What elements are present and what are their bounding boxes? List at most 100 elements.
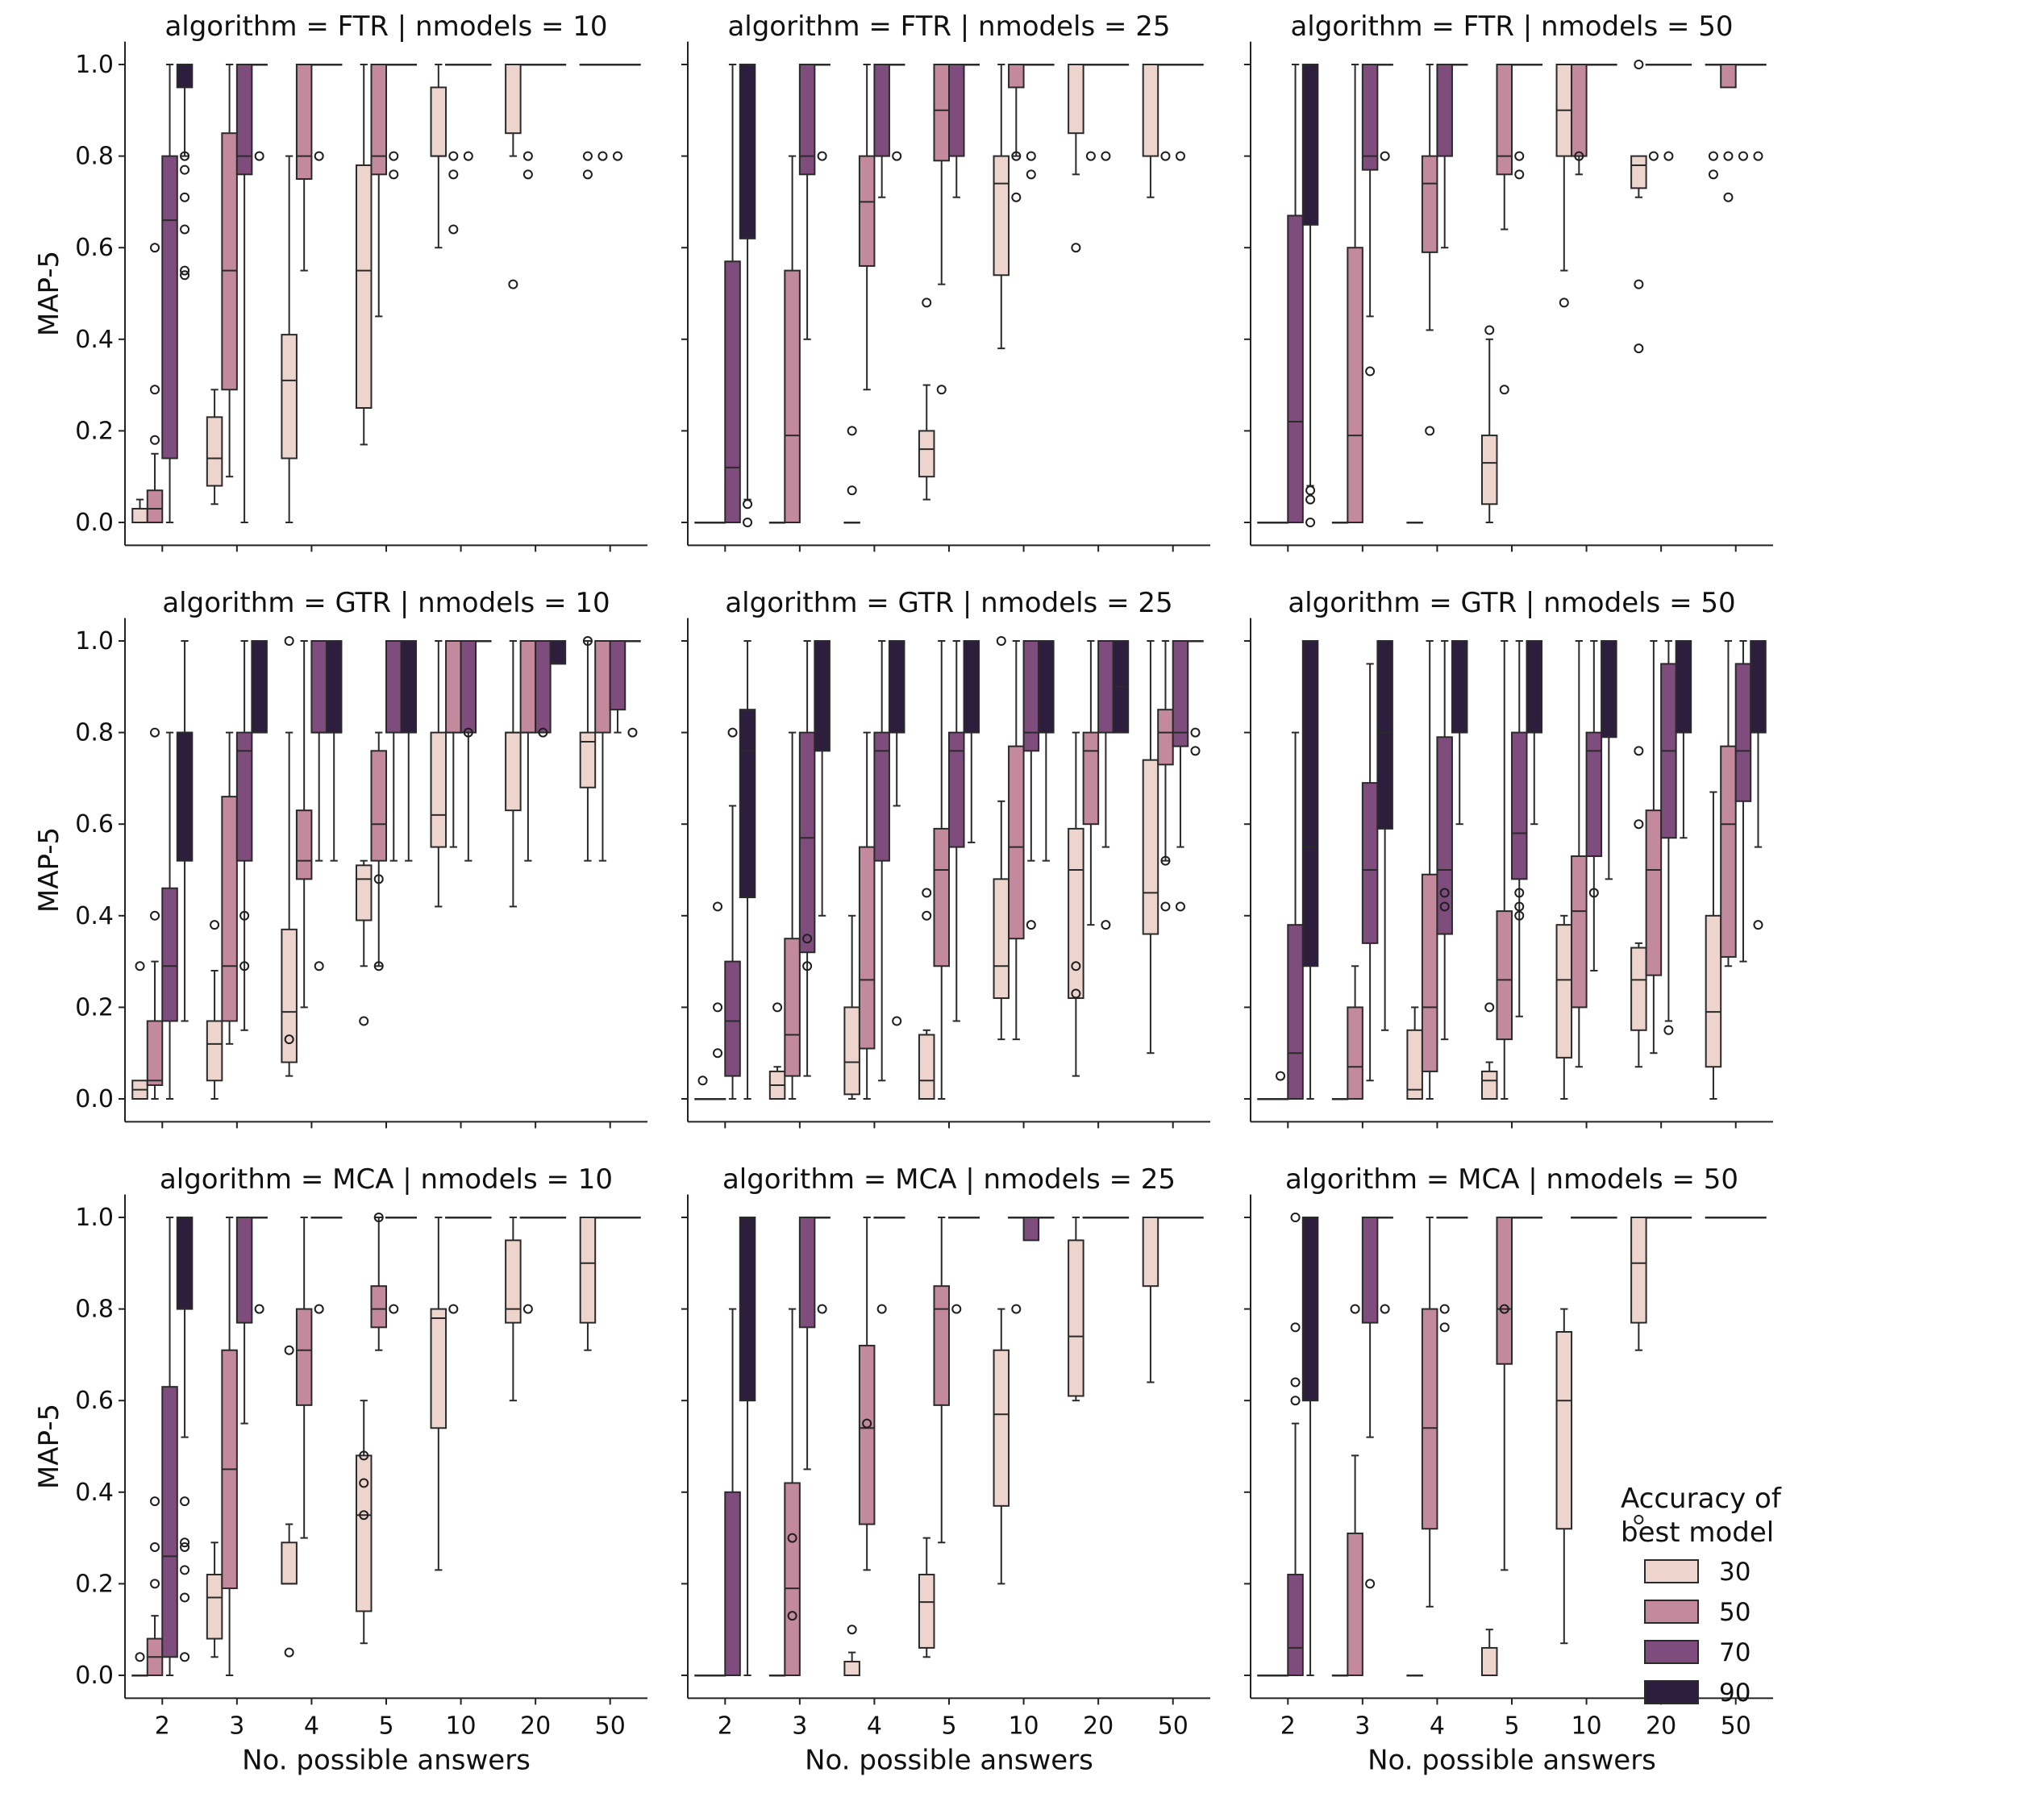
- box-20-acc50: [519, 64, 537, 180]
- outlier-point: [1663, 151, 1674, 161]
- y-tick-label: 0.4: [75, 1479, 114, 1507]
- outlier-point: [936, 385, 947, 395]
- outlier-point: [180, 1592, 190, 1603]
- box-3-acc90: [251, 640, 268, 734]
- outlier-point: [1290, 1322, 1301, 1333]
- outlier-point: [1175, 901, 1185, 912]
- box-4-acc90: [325, 64, 343, 66]
- outlier-point: [448, 169, 459, 180]
- box-body: [1301, 1217, 1319, 1402]
- box-5-acc50: [1496, 1217, 1513, 1571]
- box-body: [1421, 1308, 1438, 1530]
- box-body: [1645, 809, 1663, 976]
- box-20-acc30: [1068, 64, 1084, 253]
- box-20-acc50: [1082, 1217, 1100, 1219]
- box-body: [579, 731, 597, 788]
- box-50-acc70: [1734, 1217, 1752, 1219]
- box-2-acc90: [739, 64, 756, 527]
- x-tick-label: 20: [1646, 1712, 1676, 1740]
- box-50-acc50: [594, 64, 611, 161]
- outlier-point: [389, 1304, 399, 1314]
- panel-title: algorithm = MCA | nmodels = 10: [160, 1163, 613, 1196]
- box-10-acc50: [1571, 640, 1588, 1068]
- outlier-point: [612, 151, 622, 161]
- y-tick-label: 0.8: [75, 1296, 114, 1324]
- box-5-acc30: [1480, 325, 1498, 523]
- outlier-point: [254, 151, 264, 161]
- box-5-acc50: [370, 64, 388, 318]
- box-body: [176, 64, 194, 89]
- x-tick-label: 50: [595, 1712, 626, 1740]
- box-20-acc50: [1082, 64, 1100, 161]
- outlier-point: [180, 1652, 190, 1662]
- outlier-point: [1514, 888, 1525, 898]
- box-3-acc70: [1361, 1217, 1379, 1589]
- outlier-point: [1011, 1304, 1022, 1314]
- outlier-point: [1071, 988, 1081, 999]
- panel-9: algorithm = MCA | nmodels = 50 2 3 4 5 10 20 50…: [1244, 1163, 1773, 1776]
- box-2-acc70: [1287, 64, 1304, 523]
- outlier-point: [373, 874, 384, 884]
- box-body: [888, 640, 905, 734]
- box-10-acc30: [1555, 914, 1573, 1100]
- outlier-point: [1160, 151, 1171, 161]
- box-4-acc90: [1451, 1217, 1468, 1219]
- box-body: [1720, 64, 1737, 89]
- x-tick-label: 10: [1571, 1712, 1601, 1740]
- box-body: [724, 1491, 741, 1677]
- x-tick-label: 2: [1280, 1712, 1296, 1740]
- box-20-acc70: [1660, 640, 1677, 1035]
- legend-swatch-50: [1644, 1600, 1699, 1624]
- box-body: [1008, 64, 1025, 89]
- outlier-point: [180, 265, 190, 276]
- outlier-point: [448, 1304, 459, 1314]
- box-10-acc30: [430, 1217, 448, 1571]
- box-50-acc50: [1157, 64, 1174, 161]
- outlier-point: [1365, 1579, 1376, 1589]
- y-axis-label: MAP-5: [33, 827, 65, 913]
- panel-title: algorithm = MCA | nmodels = 25: [722, 1163, 1176, 1196]
- outlier-point: [314, 961, 324, 971]
- box-50-acc30: [1705, 791, 1722, 1100]
- box-5-acc70: [1511, 64, 1528, 180]
- box-50-acc90: [624, 1217, 641, 1219]
- box-20-acc50: [519, 640, 537, 862]
- box-3-acc50: [221, 1217, 238, 1676]
- box-50-acc30: [579, 64, 597, 180]
- box-2-acc50: [1272, 1071, 1289, 1100]
- y-tick-label: 0.4: [75, 902, 114, 930]
- box-5-acc70: [948, 64, 965, 198]
- box-4-acc90: [888, 64, 905, 161]
- x-tick-label: 50: [1721, 1712, 1751, 1740]
- box-2-acc70: [724, 64, 741, 523]
- box-body: [724, 960, 741, 1077]
- box-20-acc50: [1645, 1217, 1663, 1219]
- box-2-acc70: [161, 731, 178, 1100]
- outlier-point: [284, 1647, 294, 1658]
- box-5-acc70: [948, 1217, 965, 1314]
- box-body: [1496, 1217, 1513, 1365]
- box-body: [873, 731, 890, 862]
- box-body: [1750, 640, 1767, 734]
- box-body: [1480, 1070, 1498, 1100]
- box-50-acc50: [1720, 64, 1737, 202]
- box-body: [281, 1541, 298, 1585]
- outlier-point: [1380, 151, 1390, 161]
- outlier-point: [150, 385, 160, 395]
- box-4-acc70: [310, 1217, 327, 1314]
- y-tick-label: 0.0: [75, 1085, 114, 1113]
- box-body: [1301, 64, 1319, 226]
- box-5-acc30: [355, 64, 373, 446]
- outlier-point: [743, 499, 753, 510]
- box-4-acc70: [1436, 64, 1453, 249]
- box-10-acc90: [1601, 64, 1617, 66]
- box-2-acc90: [1301, 64, 1319, 527]
- outlier-point: [284, 1345, 294, 1355]
- outlier-point: [538, 727, 548, 738]
- box-5-acc30: [1480, 1002, 1498, 1100]
- box-body: [933, 64, 951, 162]
- outlier-point: [862, 1418, 872, 1429]
- box-body: [1068, 1239, 1084, 1397]
- box-body: [430, 86, 448, 157]
- legend-label-70: 70: [1719, 1638, 1751, 1667]
